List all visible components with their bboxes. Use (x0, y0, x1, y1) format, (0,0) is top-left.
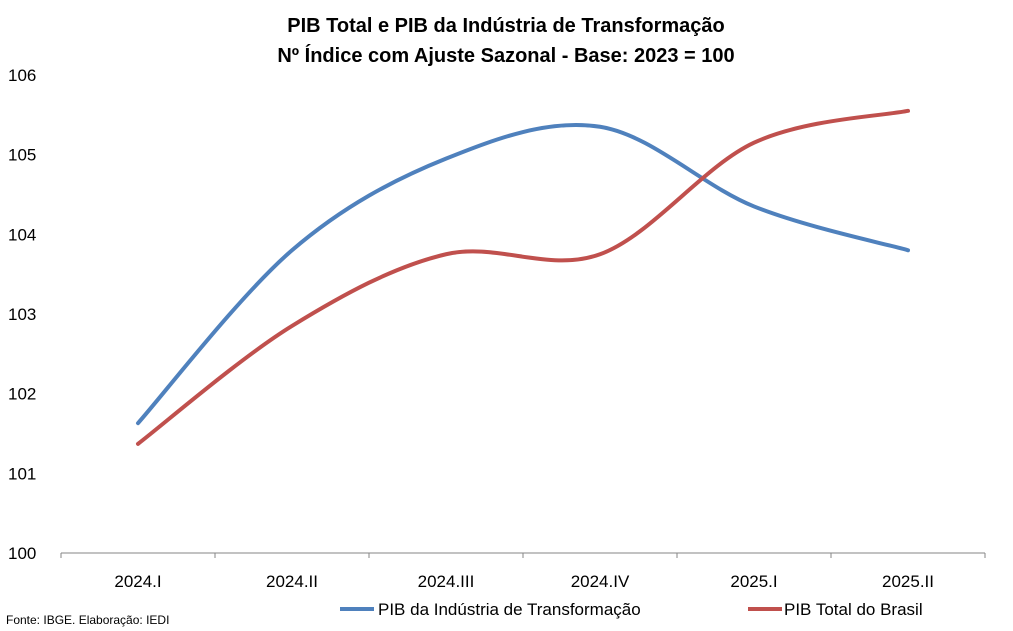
y-tick-label: 100 (8, 544, 36, 563)
y-tick-label: 104 (8, 225, 36, 244)
series-line-industria (136, 122, 910, 426)
x-tick-label: 2025.I (730, 572, 777, 591)
y-tick-label: 105 (8, 146, 36, 165)
x-axis: 2024.I 2024.II 2024.III 2024.IV 2025.I 2025.I… (60, 553, 986, 591)
x-tick-label: 2025.II (882, 572, 934, 591)
x-tick-label: 2024.II (266, 572, 318, 591)
series-lines (136, 108, 910, 446)
y-tick-label: 103 (8, 305, 36, 324)
x-tick-label: 2024.I (114, 572, 161, 591)
y-axis: 100 101 102 103 104 105 106 (8, 66, 36, 563)
legend-label-pib-total: PIB Total do Brasil (784, 600, 923, 619)
source-note: Fonte: IBGE. Elaboração: IEDI (6, 613, 169, 627)
legend-label-industria: PIB da Indústria de Transformação (378, 600, 641, 619)
legend: PIB da Indústria de Transformação PIB To… (340, 600, 923, 619)
series-line-pib-total (136, 108, 910, 446)
y-tick-label: 101 (8, 464, 36, 483)
chart-title: PIB Total e PIB da Indústria de Transfor… (287, 15, 725, 37)
y-tick-label: 106 (8, 66, 36, 85)
chart-subtitle: Nº Índice com Ajuste Sazonal - Base: 202… (277, 44, 734, 67)
x-tick-label: 2024.III (418, 572, 475, 591)
y-tick-label: 102 (8, 385, 36, 404)
x-tick-label: 2024.IV (571, 572, 630, 591)
